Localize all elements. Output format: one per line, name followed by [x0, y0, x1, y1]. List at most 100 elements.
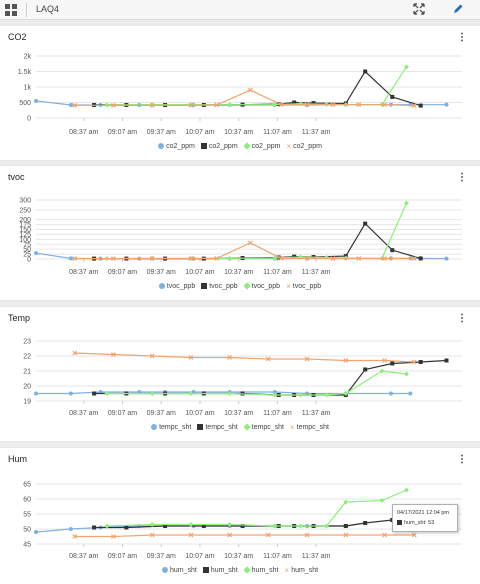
hum-series-orange-point[interactable] — [188, 532, 194, 538]
tvoc-series-green-point[interactable] — [272, 255, 278, 261]
fullscreen-icon[interactable] — [413, 3, 425, 15]
temp-series-orange-point[interactable] — [382, 358, 387, 363]
temp-series-orange-point[interactable] — [304, 356, 310, 362]
co2-series-green-point[interactable] — [403, 64, 409, 70]
tvoc-series-blue-point[interactable] — [444, 256, 449, 261]
hum-series-green-point[interactable] — [379, 498, 385, 503]
temp-series-dark-point[interactable] — [363, 367, 368, 372]
temp-series-dark-point[interactable] — [444, 358, 449, 363]
tvoc-series-orange-point[interactable] — [214, 255, 220, 261]
temp-legend-item[interactable]: tempc_sht — [151, 424, 191, 431]
co2-series-orange-point[interactable] — [247, 87, 253, 93]
temp-series-green-point[interactable] — [104, 391, 110, 396]
temp-series-blue-point[interactable] — [34, 391, 38, 396]
co2-legend-item[interactable]: co2_ppm — [200, 143, 238, 150]
co2-series-orange-point[interactable] — [72, 102, 78, 108]
temp-series-green-point[interactable] — [379, 368, 385, 374]
edit-pencil-icon[interactable] — [452, 3, 464, 15]
temp-series-green-point[interactable] — [188, 391, 194, 396]
temp-legend-item[interactable]: tempc_sht — [243, 423, 284, 431]
temp-series-orange-point[interactable] — [227, 355, 233, 360]
temp-series-green-point[interactable] — [298, 392, 304, 398]
temp-series-green-point[interactable] — [227, 391, 233, 396]
temp-series-dark-point[interactable] — [92, 391, 97, 396]
hum-series-orange-point[interactable] — [265, 532, 271, 538]
hum-series-blue-point[interactable] — [34, 530, 38, 534]
tvoc-legend-item[interactable]: tvoc_ppb — [201, 283, 238, 290]
temp-legend-item[interactable]: × tempc_sht — [290, 423, 329, 432]
tvoc-legend-item[interactable]: × tvoc_ppb — [286, 282, 321, 291]
tvoc-series-orange-point[interactable] — [247, 240, 253, 246]
tvoc-series-orange-point[interactable] — [111, 256, 116, 262]
dashboard-grid-icon[interactable] — [5, 4, 17, 16]
hum-series-green-point[interactable] — [188, 522, 194, 527]
temp-legend-item[interactable]: tempc_sht — [197, 424, 238, 431]
hum-series-dark-point[interactable] — [124, 525, 129, 530]
hum-series-dark-point[interactable] — [163, 524, 168, 528]
tvoc-series-blue-point[interactable] — [34, 251, 38, 256]
co2-series-blue-point[interactable] — [68, 102, 73, 107]
hum-series-orange-point[interactable] — [304, 532, 310, 538]
temp-series-orange-point[interactable] — [188, 355, 194, 360]
hum-series-dark-point[interactable] — [201, 524, 206, 528]
co2-series-orange-point[interactable] — [382, 102, 387, 108]
tvoc-panel-menu-icon[interactable] — [458, 172, 466, 182]
temp-series-green-point[interactable] — [403, 371, 409, 377]
tvoc-series-blue-point[interactable] — [68, 256, 73, 261]
hum-series-orange-point[interactable] — [111, 534, 116, 539]
co2-series-orange-point[interactable] — [149, 102, 155, 108]
temp-series-green-point[interactable] — [323, 392, 329, 398]
temp-series-blue-point[interactable] — [389, 391, 393, 396]
co2-panel-menu-icon[interactable] — [458, 32, 466, 42]
hum-legend-item[interactable]: hum_sht — [243, 566, 279, 574]
co2-legend-item[interactable]: co2_ppm — [158, 143, 195, 150]
hum-series-dark-point[interactable] — [240, 524, 245, 528]
temp-series-dark-point[interactable] — [390, 361, 395, 366]
co2-series-green-point[interactable] — [272, 102, 278, 108]
co2-series-orange-point[interactable] — [304, 102, 310, 108]
tvoc-series-dark-point[interactable] — [390, 248, 395, 253]
co2-series-green-point[interactable] — [227, 102, 233, 108]
hum-series-orange-point[interactable] — [411, 532, 417, 538]
temp-series-orange-point[interactable] — [411, 359, 417, 365]
temp-series-orange-point[interactable] — [149, 353, 155, 359]
tvoc-series-dark-point[interactable] — [363, 221, 368, 226]
hum-legend-item[interactable]: hum_sht — [202, 567, 238, 574]
hum-series-green-point[interactable] — [272, 523, 278, 529]
co2-legend-item[interactable]: × co2_ppm — [286, 142, 321, 151]
hum-panel-menu-icon[interactable] — [458, 454, 466, 464]
hum-series-green-point[interactable] — [149, 522, 155, 527]
tvoc-series-dark-point[interactable] — [292, 254, 297, 259]
co2-legend-item[interactable]: co2_ppm — [243, 142, 280, 150]
tvoc-series-orange-point[interactable] — [356, 256, 362, 262]
tvoc-series-orange-point[interactable] — [188, 256, 194, 262]
tvoc-series-orange-point[interactable] — [304, 255, 310, 261]
tvoc-legend-item[interactable]: tvoc_ppb — [243, 282, 280, 290]
tvoc-legend-item[interactable]: tvoc_ppb — [158, 283, 195, 290]
temp-series-green-point[interactable] — [343, 391, 349, 396]
hum-series-dark-point[interactable] — [343, 524, 348, 528]
hum-series-green-point[interactable] — [403, 487, 409, 493]
co2-series-blue-point[interactable] — [444, 102, 449, 107]
hum-series-dark-point[interactable] — [92, 525, 97, 530]
hum-series-orange-point[interactable] — [72, 534, 78, 539]
temp-series-orange-point[interactable] — [265, 356, 271, 362]
co2-series-dark-point[interactable] — [292, 100, 297, 105]
temp-series-blue-point[interactable] — [272, 390, 277, 394]
tvoc-series-orange-point[interactable] — [330, 256, 336, 262]
co2-series-orange-point[interactable] — [278, 102, 284, 108]
hum-series-blue-point[interactable] — [68, 527, 73, 531]
hum-series-green-point[interactable] — [227, 522, 233, 527]
hum-series-green-point[interactable] — [323, 523, 329, 529]
co2-series-dark-point[interactable] — [418, 103, 423, 108]
hum-legend-item[interactable]: × hum_sht — [285, 566, 319, 575]
hum-series-green-point[interactable] — [343, 499, 349, 505]
temp-series-orange-point[interactable] — [343, 358, 349, 363]
tvoc-series-orange-point[interactable] — [149, 256, 155, 262]
hum-series-dark-point[interactable] — [363, 521, 368, 525]
hum-series-green-point[interactable] — [104, 523, 110, 529]
co2-series-orange-point[interactable] — [188, 102, 194, 108]
temp-series-green-point[interactable] — [272, 392, 278, 398]
tvoc-series-green-point[interactable] — [403, 200, 409, 206]
temp-series-green-point[interactable] — [149, 391, 155, 396]
